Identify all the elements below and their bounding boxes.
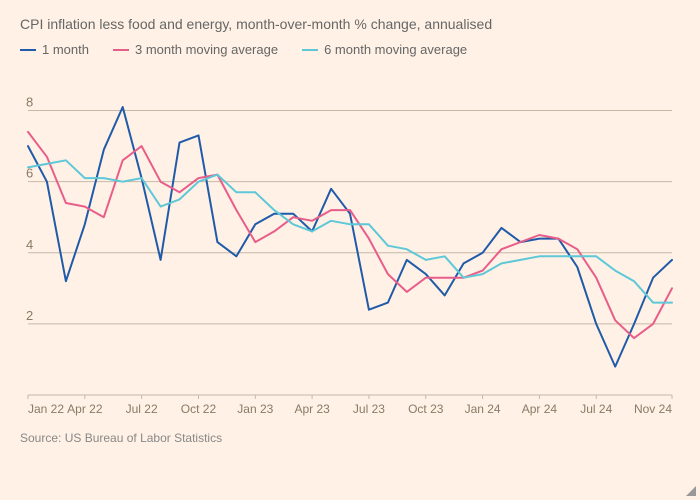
- svg-text:Apr 22: Apr 22: [67, 402, 103, 416]
- legend-item-6month: 6 month moving average: [302, 42, 467, 57]
- legend-swatch-icon: [20, 49, 36, 51]
- legend-label: 6 month moving average: [324, 42, 467, 57]
- svg-text:Jul 24: Jul 24: [580, 402, 612, 416]
- svg-text:Jan 23: Jan 23: [237, 402, 273, 416]
- chart-container: CPI inflation less food and energy, mont…: [0, 0, 700, 500]
- resize-handle-icon[interactable]: [686, 486, 696, 496]
- legend-swatch-icon: [113, 49, 129, 51]
- svg-text:4: 4: [26, 237, 33, 252]
- svg-text:Nov 24: Nov 24: [634, 402, 672, 416]
- legend-item-1month: 1 month: [20, 42, 89, 57]
- chart-subtitle: CPI inflation less food and energy, mont…: [20, 16, 680, 32]
- svg-text:Oct 23: Oct 23: [408, 402, 444, 416]
- chart-legend: 1 month 3 month moving average 6 month m…: [20, 42, 680, 57]
- chart-source: Source: US Bureau of Labor Statistics: [20, 431, 680, 445]
- legend-swatch-icon: [302, 49, 318, 51]
- svg-text:Oct 22: Oct 22: [181, 402, 217, 416]
- svg-text:Jan 24: Jan 24: [465, 402, 501, 416]
- svg-text:Jan 22: Jan 22: [28, 402, 64, 416]
- svg-text:Apr 23: Apr 23: [294, 402, 330, 416]
- legend-item-3month: 3 month moving average: [113, 42, 278, 57]
- svg-text:2: 2: [26, 308, 33, 323]
- legend-label: 1 month: [42, 42, 89, 57]
- svg-text:Jul 23: Jul 23: [353, 402, 385, 416]
- chart-plot-area: 2468Jan 22Apr 22Jul 22Oct 22Jan 23Apr 23…: [20, 65, 680, 425]
- svg-text:Jul 22: Jul 22: [126, 402, 158, 416]
- line-chart-svg: 2468Jan 22Apr 22Jul 22Oct 22Jan 23Apr 23…: [20, 65, 680, 425]
- svg-text:8: 8: [26, 95, 33, 110]
- svg-text:Apr 24: Apr 24: [522, 402, 558, 416]
- legend-label: 3 month moving average: [135, 42, 278, 57]
